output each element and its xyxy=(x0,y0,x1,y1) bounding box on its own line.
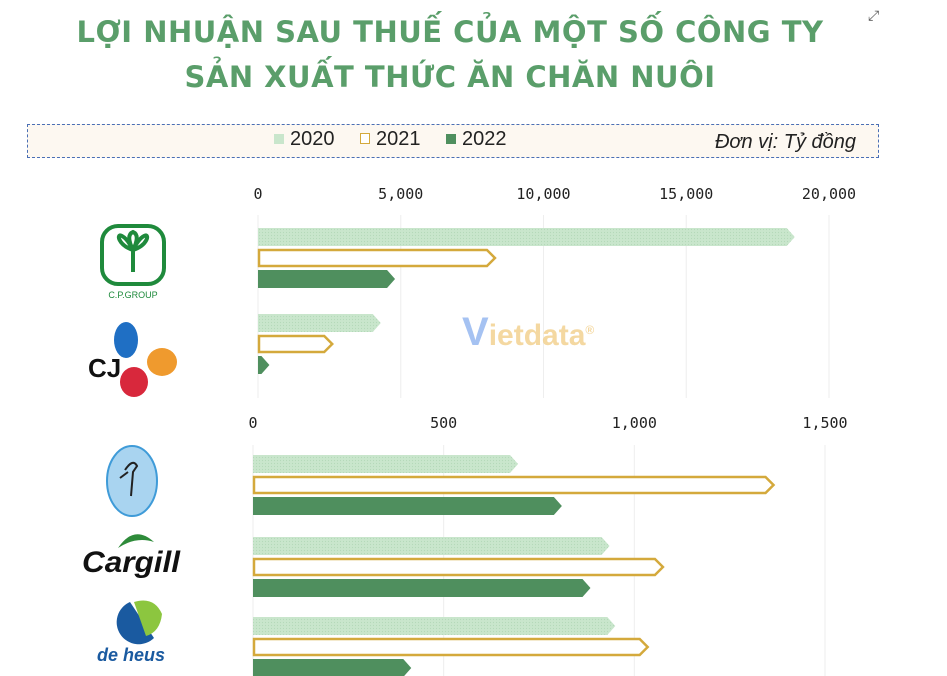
legend-label: 2022 xyxy=(462,128,507,150)
bar-2022-0 xyxy=(258,270,396,288)
bar-2021-1 xyxy=(257,334,334,354)
bar-2020-0 xyxy=(258,228,795,246)
legend-2021: 2021 xyxy=(360,128,421,151)
bar-2022-0 xyxy=(253,497,562,515)
x-tick-label: 0 xyxy=(248,414,257,432)
chart-title-line2: SẢN XUẤT THỨC ĂN CHĂN NUÔI xyxy=(184,60,716,94)
vietdata-watermark: Vietdata® xyxy=(462,310,595,354)
bar-2021-0 xyxy=(252,475,776,495)
legend-label: 2021 xyxy=(376,128,421,150)
cp-group-logo: C.P.GROUP xyxy=(100,224,166,300)
svg-text:Cargill: Cargill xyxy=(82,546,181,579)
x-tick-label: 1,500 xyxy=(802,414,847,432)
bar-2022-2 xyxy=(253,659,412,676)
bar-2020-2 xyxy=(253,617,616,635)
bar-2020-1 xyxy=(258,314,381,332)
bar-2020-0 xyxy=(253,455,519,473)
svg-text:C.P.GROUP: C.P.GROUP xyxy=(108,290,157,300)
stork-logo xyxy=(106,445,158,517)
expand-arrows-icon[interactable]: ⤢ xyxy=(868,8,880,24)
legend-label: 2020 xyxy=(290,128,335,150)
x-tick-label: 500 xyxy=(430,414,457,432)
x-tick-label: 1,000 xyxy=(612,414,657,432)
legend-2022: 2022 xyxy=(446,128,507,151)
cj-logo: CJ xyxy=(88,322,177,397)
bar-2021-2 xyxy=(252,637,650,657)
bar-2021-1 xyxy=(252,557,665,577)
cargill-logo: Cargill xyxy=(82,534,181,579)
x-tick-label: 0 xyxy=(253,185,262,203)
legend-swatch-2021 xyxy=(360,133,370,144)
x-tick-label: 10,000 xyxy=(516,185,570,203)
svg-text:CJ: CJ xyxy=(88,353,121,383)
x-tick-label: 15,000 xyxy=(659,185,713,203)
svg-text:de heus: de heus xyxy=(97,645,165,665)
legend-swatch-2022 xyxy=(446,134,456,144)
bar-2020-1 xyxy=(253,537,610,555)
bar-2021-0 xyxy=(257,248,497,268)
bar-2022-1 xyxy=(258,356,270,374)
x-tick-label: 20,000 xyxy=(802,185,856,203)
x-tick-label: 5,000 xyxy=(378,185,423,203)
unit-label: Đơn vị: Tỷ đồng xyxy=(714,131,856,153)
de-heus-logo: de heus xyxy=(97,600,165,665)
bar-2022-1 xyxy=(253,579,591,597)
chart-title-line1: LỢI NHUẬN SAU THUẾ CỦA MỘT SỐ CÔNG TY xyxy=(76,15,824,49)
legend-2020: 2020 xyxy=(274,128,335,151)
legend: 2020 2021 2022 Đơn vị: Tỷ đồng xyxy=(27,124,879,158)
legend-swatch-2020 xyxy=(274,134,284,144)
